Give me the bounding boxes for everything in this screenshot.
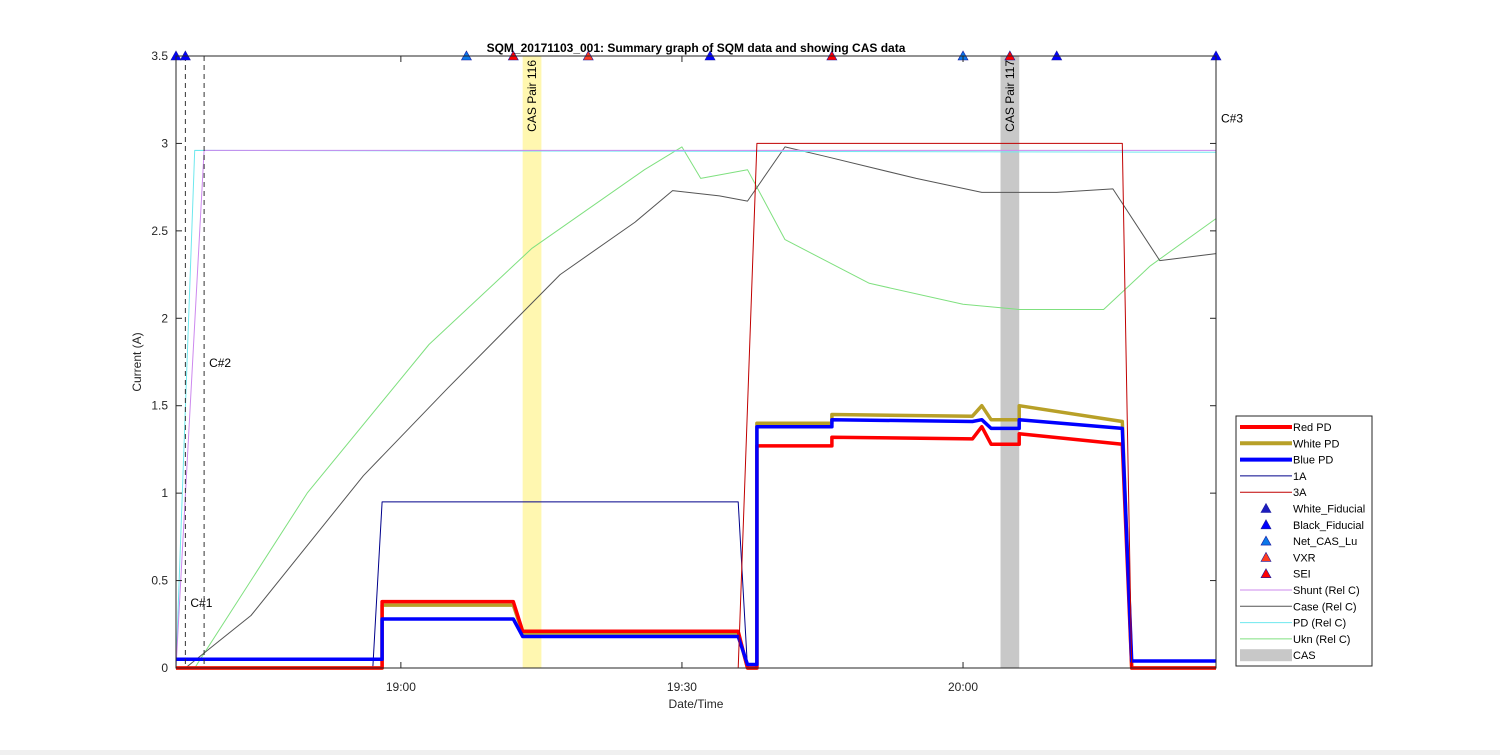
- legend-marker-icon: [1260, 519, 1272, 530]
- legend-marker-icon: [1260, 568, 1272, 579]
- legend-entry-shunt-rel-c: Shunt (Rel C): [1240, 585, 1360, 597]
- legend-label: Blue PD: [1293, 455, 1333, 467]
- legend-label: CAS: [1293, 650, 1316, 662]
- tick-labels: 0 0.5 1 1.5 2 2.5 3 3.5 19:00 19:30 20:00: [151, 49, 1216, 694]
- plot-area-frame: [175, 55, 1217, 669]
- legend-label: Ukn (Rel C): [1293, 634, 1350, 646]
- legend-marker-icon: [1260, 535, 1272, 546]
- legend-label: White_Fiducial: [1293, 504, 1365, 516]
- legend-entry-red-pd: Red PD: [1240, 422, 1332, 434]
- cas-band-cas-pair-116: [522, 56, 542, 668]
- legend: Red PD White PD Blue PD 1A 3A White_Fiducial B…: [1235, 415, 1373, 667]
- legend-label: Net_CAS_Lu: [1293, 536, 1357, 548]
- legend-entry-sei: SEI: [1260, 568, 1311, 581]
- legend-label: SEI: [1293, 569, 1311, 581]
- legend-entry-white-pd: White PD: [1240, 438, 1340, 450]
- series-line-blue-pd: [176, 417, 1216, 667]
- y-tick-label: 2: [161, 311, 168, 325]
- legend-label: Red PD: [1293, 422, 1332, 434]
- marker-label-c-2: C#2: [209, 356, 231, 370]
- legend-label: White PD: [1293, 438, 1340, 450]
- y-tick-label: 3.5: [151, 49, 168, 63]
- series-line-red-pd: [176, 424, 1216, 670]
- x-tick-label: 20:00: [948, 680, 978, 694]
- marker-label-c-1: C#1: [190, 596, 212, 610]
- legend-entry-3a: 3A: [1240, 487, 1307, 499]
- series-line-pd-rel-c: [175, 149, 1217, 669]
- legend-entry-net-cas-lu: Net_CAS_Lu: [1260, 535, 1357, 548]
- y-tick-label: 0: [161, 661, 168, 675]
- y-tick-label: 3: [161, 136, 168, 150]
- chart-title: SQM_20171103_001: Summary graph of SQM d…: [487, 41, 906, 55]
- x-tick-label: 19:00: [386, 680, 416, 694]
- legend-patch: [1240, 649, 1292, 662]
- cas-band-label: CAS Pair 117: [1003, 60, 1017, 132]
- legend-entry-black-fiducial: Black_Fiducial: [1260, 519, 1364, 532]
- axes: [175, 55, 1217, 669]
- series-line-ukn-rel-c: [194, 146, 1217, 669]
- y-tick-label: 1: [161, 486, 168, 500]
- marker-label-c-3: C#3: [1221, 111, 1243, 125]
- x-tick-label: 19:30: [667, 680, 697, 694]
- y-tick-label: 0.5: [151, 574, 168, 588]
- legend-label: VXR: [1293, 552, 1316, 564]
- series-line-case-rel-c: [185, 146, 1217, 669]
- legend-entry-pd-rel-c: PD (Rel C): [1240, 618, 1346, 630]
- legend-label: Shunt (Rel C): [1293, 585, 1360, 597]
- y-axis-label: Current (A): [130, 332, 144, 391]
- legend-entry-case-rel-c: Case (Rel C): [1240, 601, 1357, 613]
- x-axis-label: Date/Time: [669, 697, 724, 711]
- legend-entry-blue-pd: Blue PD: [1240, 455, 1333, 467]
- cas-bands: CAS Pair 116 CAS Pair 117: [522, 56, 1020, 668]
- cas-band-label: CAS Pair 116: [525, 60, 539, 132]
- legend-entry-white-fiducial: White_Fiducial: [1260, 502, 1365, 516]
- legend-label: Black_Fiducial: [1293, 520, 1364, 532]
- legend-entry-cas: CAS: [1240, 649, 1316, 662]
- legend-entry-1a: 1A: [1240, 471, 1307, 483]
- legend-label: 1A: [1293, 471, 1307, 483]
- y-tick-label: 2.5: [151, 224, 168, 238]
- legend-label: PD (Rel C): [1293, 618, 1346, 630]
- legend-marker-icon: [1260, 502, 1272, 513]
- legend-label: Case (Rel C): [1293, 601, 1357, 613]
- legend-label: 3A: [1293, 487, 1307, 499]
- legend-entry-vxr: VXR: [1260, 551, 1316, 564]
- legend-entry-ukn-rel-c: Ukn (Rel C): [1240, 634, 1350, 646]
- cas-band-cas-pair-117: [1000, 56, 1020, 668]
- y-tick-label: 1.5: [151, 399, 168, 413]
- legend-marker-icon: [1260, 551, 1272, 562]
